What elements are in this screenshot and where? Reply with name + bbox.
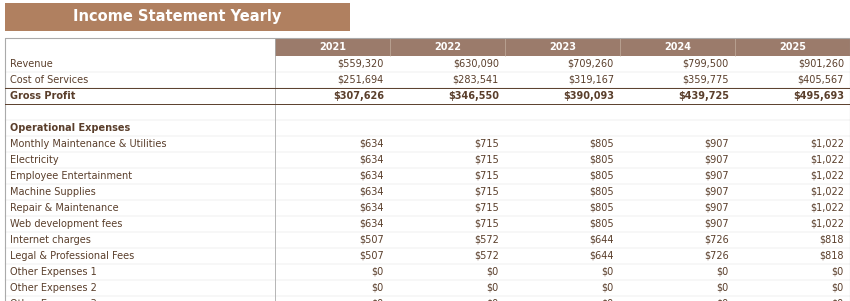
Text: $907: $907 (705, 139, 729, 149)
Text: 2024: 2024 (664, 42, 691, 52)
Text: $634: $634 (360, 171, 384, 181)
Text: Income Statement Yearly: Income Statement Yearly (73, 10, 281, 24)
Text: $307,626: $307,626 (333, 91, 384, 101)
Text: $715: $715 (474, 171, 499, 181)
Text: $907: $907 (705, 155, 729, 165)
Text: Other Expenses 2: Other Expenses 2 (10, 283, 97, 293)
Text: 2023: 2023 (549, 42, 576, 52)
Text: $715: $715 (474, 139, 499, 149)
Text: $805: $805 (589, 219, 614, 229)
Text: $319,167: $319,167 (568, 75, 614, 85)
Text: $726: $726 (705, 235, 729, 245)
Text: $799,500: $799,500 (683, 59, 729, 69)
Text: $507: $507 (360, 235, 384, 245)
Text: $1,022: $1,022 (810, 171, 844, 181)
Text: $0: $0 (832, 299, 844, 301)
Text: $0: $0 (602, 299, 614, 301)
Bar (5, 3, 350, 31)
Text: $805: $805 (589, 155, 614, 165)
Text: $0: $0 (371, 267, 384, 277)
Bar (275, 38, 850, 56)
Text: $901,260: $901,260 (798, 59, 844, 69)
Text: 2022: 2022 (434, 42, 461, 52)
Text: $495,693: $495,693 (793, 91, 844, 101)
Text: Repair & Maintenance: Repair & Maintenance (10, 203, 119, 213)
Text: $283,541: $283,541 (453, 75, 499, 85)
Text: $507: $507 (360, 251, 384, 261)
Text: $0: $0 (832, 283, 844, 293)
Text: $390,093: $390,093 (563, 91, 614, 101)
Text: Electricity: Electricity (10, 155, 59, 165)
Text: $1,022: $1,022 (810, 219, 844, 229)
Text: $634: $634 (360, 203, 384, 213)
Text: $818: $818 (819, 235, 844, 245)
Text: $634: $634 (360, 187, 384, 197)
Text: Machine Supplies: Machine Supplies (10, 187, 96, 197)
Text: $805: $805 (589, 171, 614, 181)
Text: $0: $0 (717, 283, 729, 293)
Text: Internet charges: Internet charges (10, 235, 91, 245)
Text: $1,022: $1,022 (810, 155, 844, 165)
Text: $709,260: $709,260 (568, 59, 614, 69)
Text: Legal & Professional Fees: Legal & Professional Fees (10, 251, 134, 261)
Text: $572: $572 (474, 235, 499, 245)
Text: $0: $0 (371, 299, 384, 301)
Text: $818: $818 (819, 251, 844, 261)
Text: $559,320: $559,320 (337, 59, 384, 69)
Text: $644: $644 (590, 235, 614, 245)
Text: $634: $634 (360, 155, 384, 165)
Text: 2021: 2021 (319, 42, 346, 52)
Text: $0: $0 (371, 283, 384, 293)
Text: $0: $0 (602, 283, 614, 293)
Text: $715: $715 (474, 219, 499, 229)
Text: $0: $0 (832, 267, 844, 277)
Text: $1,022: $1,022 (810, 187, 844, 197)
Text: Other Expenses 3: Other Expenses 3 (10, 299, 97, 301)
Text: $251,694: $251,694 (337, 75, 384, 85)
Text: $907: $907 (705, 219, 729, 229)
Text: $805: $805 (589, 203, 614, 213)
Text: $1,022: $1,022 (810, 139, 844, 149)
Text: Operational Expenses: Operational Expenses (10, 123, 130, 133)
Text: $805: $805 (589, 187, 614, 197)
Text: Other Expenses 1: Other Expenses 1 (10, 267, 97, 277)
Text: $907: $907 (705, 203, 729, 213)
Text: $0: $0 (487, 299, 499, 301)
Text: $346,550: $346,550 (448, 91, 499, 101)
Text: $644: $644 (590, 251, 614, 261)
Text: Gross Profit: Gross Profit (10, 91, 76, 101)
Text: $630,090: $630,090 (453, 59, 499, 69)
Text: Web development fees: Web development fees (10, 219, 122, 229)
Text: 2025: 2025 (779, 42, 806, 52)
Text: $359,775: $359,775 (683, 75, 729, 85)
Text: $907: $907 (705, 171, 729, 181)
Text: $715: $715 (474, 203, 499, 213)
Text: $0: $0 (717, 299, 729, 301)
Text: $726: $726 (705, 251, 729, 261)
Text: $572: $572 (474, 251, 499, 261)
Text: Cost of Services: Cost of Services (10, 75, 88, 85)
Text: $1,022: $1,022 (810, 203, 844, 213)
Text: $715: $715 (474, 155, 499, 165)
Text: $439,725: $439,725 (678, 91, 729, 101)
Text: $0: $0 (602, 267, 614, 277)
Text: $0: $0 (487, 267, 499, 277)
Text: $715: $715 (474, 187, 499, 197)
Text: $0: $0 (487, 283, 499, 293)
Text: $0: $0 (717, 267, 729, 277)
Text: Employee Entertainment: Employee Entertainment (10, 171, 132, 181)
Text: Revenue: Revenue (10, 59, 53, 69)
Text: $634: $634 (360, 139, 384, 149)
Text: $907: $907 (705, 187, 729, 197)
Text: Monthly Maintenance & Utilities: Monthly Maintenance & Utilities (10, 139, 167, 149)
Text: $634: $634 (360, 219, 384, 229)
Text: $805: $805 (589, 139, 614, 149)
Text: $405,567: $405,567 (797, 75, 844, 85)
